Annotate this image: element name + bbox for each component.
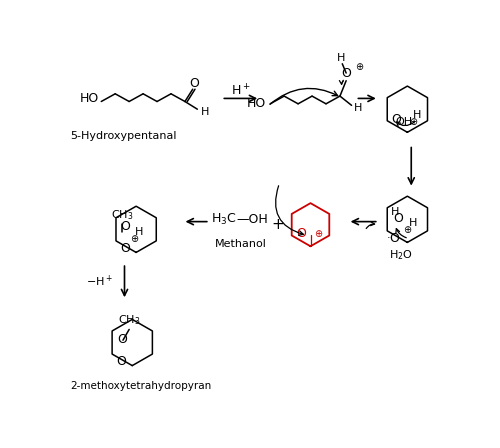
Text: H: H [136, 227, 143, 237]
Text: CH$_3$: CH$_3$ [118, 313, 141, 327]
Text: 2-methoxytetrahydropyran: 2-methoxytetrahydropyran [70, 381, 212, 391]
Text: O: O [116, 355, 126, 368]
Text: H$_3$C: H$_3$C [212, 212, 237, 227]
Text: CH$_3$: CH$_3$ [111, 208, 134, 222]
Text: $\oplus$: $\oplus$ [409, 116, 418, 127]
Text: —OH: —OH [237, 213, 268, 226]
Text: H: H [409, 218, 418, 228]
Text: H$_2$O: H$_2$O [390, 248, 413, 262]
Text: O: O [120, 220, 130, 233]
Text: O: O [394, 212, 404, 225]
Text: O: O [120, 242, 130, 255]
Text: HO: HO [247, 97, 266, 110]
Text: ··: ·· [386, 233, 394, 244]
Text: O: O [390, 232, 400, 245]
Text: H: H [338, 52, 345, 63]
Text: Methanol: Methanol [215, 238, 266, 249]
Text: $\oplus$: $\oplus$ [314, 228, 323, 239]
Text: H: H [200, 107, 209, 116]
Text: $\oplus$: $\oplus$ [356, 61, 364, 72]
Text: H: H [412, 110, 421, 121]
Text: HO: HO [80, 92, 99, 105]
Text: O: O [296, 227, 306, 240]
Text: H: H [354, 103, 362, 113]
Text: $\oplus$: $\oplus$ [130, 233, 139, 244]
Text: −H$^+$: −H$^+$ [86, 273, 113, 289]
Text: H: H [391, 207, 399, 217]
Text: $\oplus$: $\oplus$ [402, 224, 412, 235]
Text: +: + [272, 217, 284, 232]
Text: OH: OH [395, 117, 412, 127]
Text: 5-Hydroxypentanal: 5-Hydroxypentanal [70, 131, 177, 141]
Text: O: O [341, 66, 351, 79]
Text: O: O [392, 113, 401, 126]
Text: H$^+$: H$^+$ [231, 83, 250, 99]
Text: O: O [190, 77, 199, 90]
Text: O: O [117, 333, 126, 346]
